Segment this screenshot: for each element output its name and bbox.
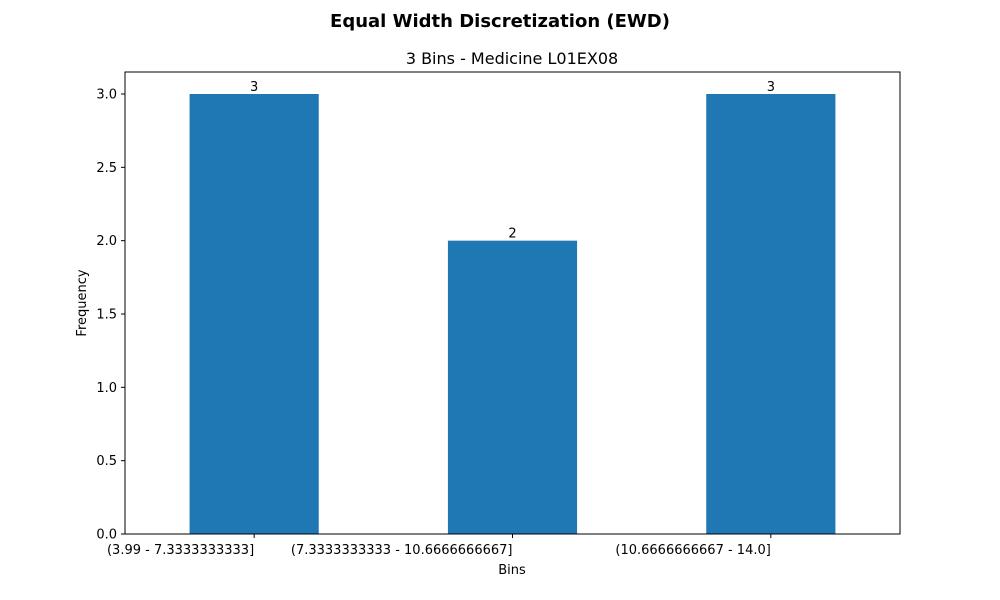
bar-value-label: 3 — [250, 80, 258, 95]
x-axis-label: Bins — [498, 563, 526, 578]
bar-2 — [447, 240, 578, 534]
plot-frame — [124, 71, 901, 535]
y-tick-label: 3.0 — [96, 88, 117, 103]
bar-1 — [189, 94, 319, 534]
chart-title: Equal Width Discretization (EWD) — [330, 11, 670, 32]
x-axis: (3.99 - 7.3333333333] (7.3333333333 - 10.… — [107, 534, 772, 558]
y-axis: 0.0 0.5 1.0 1.5 2.0 2.5 3.0 — [96, 88, 125, 543]
y-tick-label: 2.5 — [96, 161, 117, 176]
y-tick-label: 1.0 — [96, 381, 117, 396]
x-tick-label: (10.6666666667 - 14.0] — [615, 543, 770, 558]
x-tick-label: (7.3333333333 - 10.6666666667] — [291, 543, 513, 558]
bar-labels-group: 3 2 3 — [250, 80, 775, 242]
y-tick-label: 1.5 — [96, 308, 117, 323]
x-tick-label: (3.99 - 7.3333333333] — [107, 543, 254, 558]
y-tick-label: 2.0 — [96, 234, 117, 249]
chart-subtitle: 3 Bins - Medicine L01EX08 — [406, 49, 618, 68]
bar-3 — [706, 94, 836, 534]
y-axis-label: Frequency — [75, 269, 90, 336]
bar-value-label: 3 — [767, 80, 775, 95]
bar-value-label: 2 — [508, 227, 516, 242]
bars-group — [189, 94, 836, 534]
y-tick-label: 0.0 — [96, 528, 117, 543]
y-tick-label: 0.5 — [96, 454, 117, 469]
